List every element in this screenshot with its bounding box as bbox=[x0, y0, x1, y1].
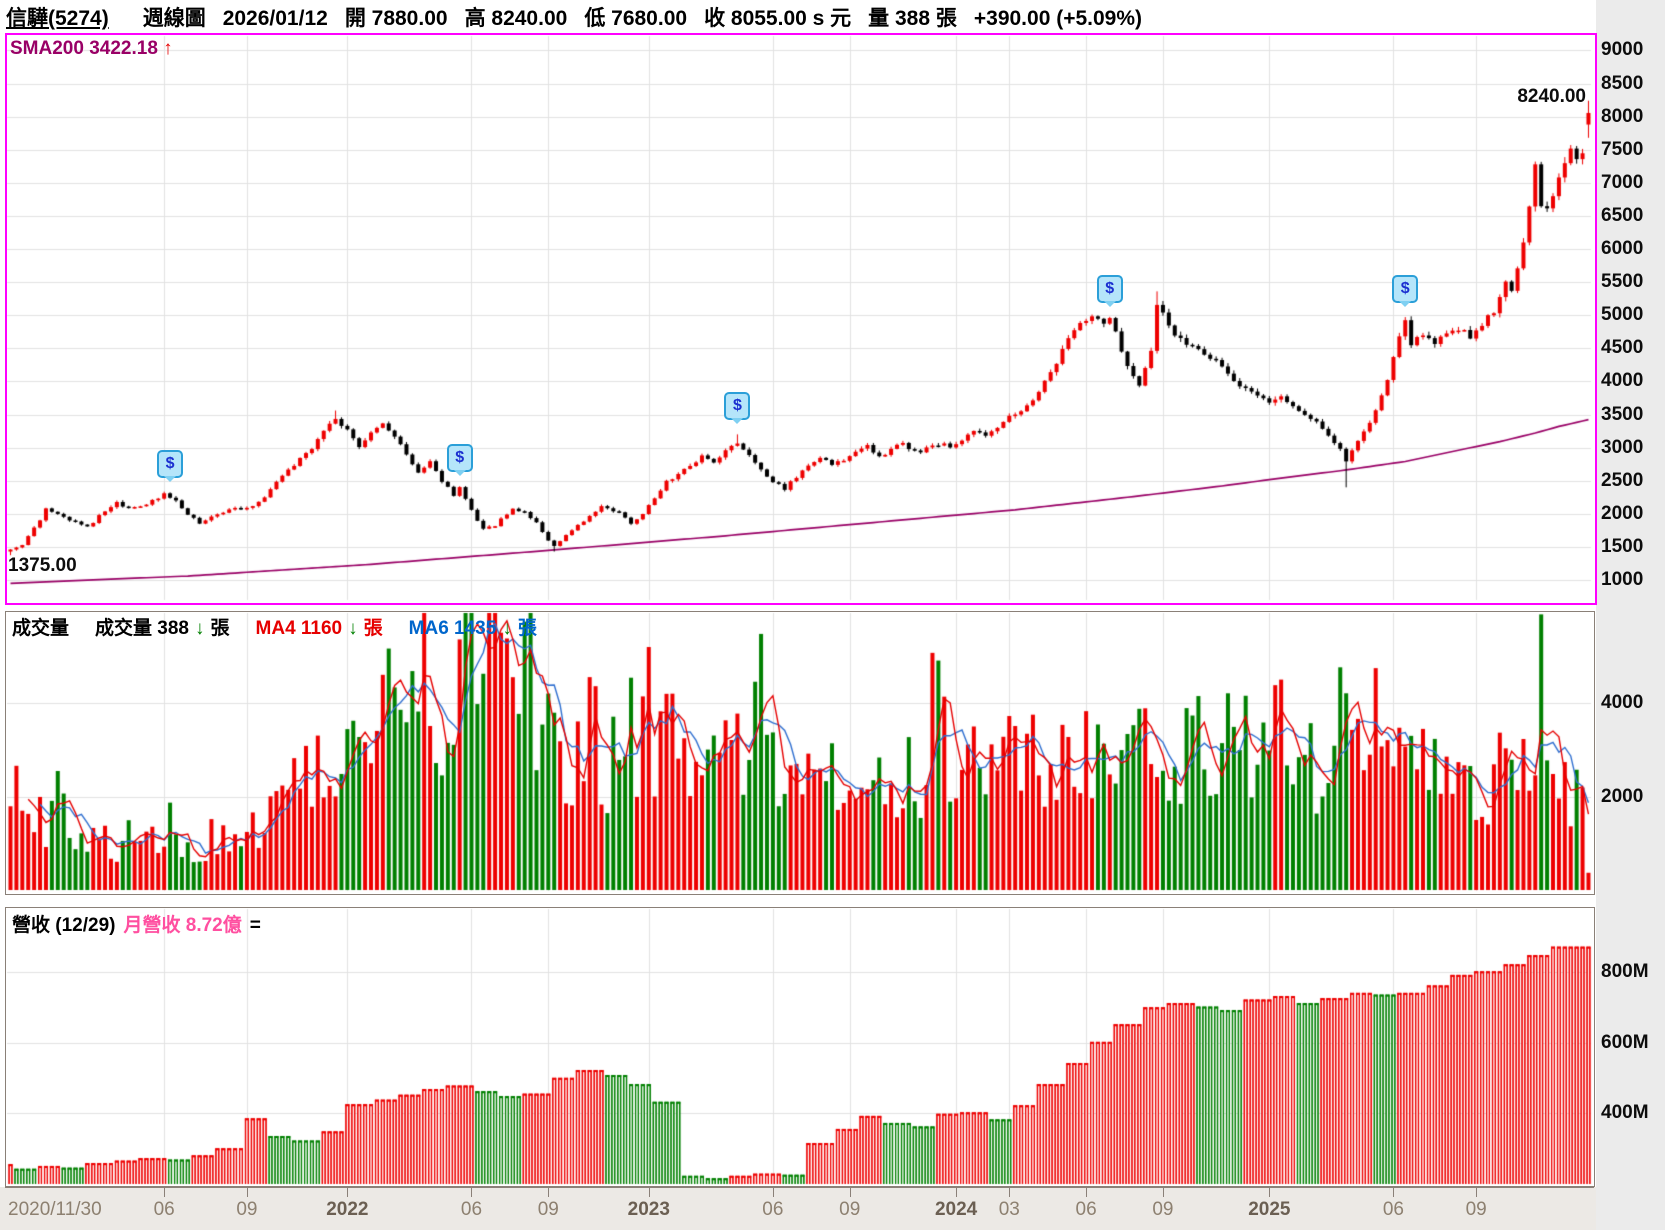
xtick-mark bbox=[246, 1188, 248, 1197]
xtick-mark bbox=[164, 1188, 166, 1197]
xtick-label-09: 09 bbox=[537, 1199, 559, 1220]
dividend-marker-icon[interactable]: $ bbox=[157, 450, 184, 483]
price-ytick-8000: 8000 bbox=[1601, 105, 1644, 127]
header-low: 低 7680.00 bbox=[584, 7, 688, 30]
xtick-label-06: 06 bbox=[1075, 1199, 1097, 1220]
volume-ytick-2000: 2000 bbox=[1601, 786, 1644, 807]
price-high-annotation: 8240.00 bbox=[1517, 86, 1586, 107]
volume-header-segment-0: 成交量 bbox=[12, 618, 70, 639]
revenue-header: 營收 (12/29) 月營收 8.72億 = bbox=[12, 910, 269, 937]
price-ytick-2500: 2500 bbox=[1601, 469, 1644, 491]
quote-header: 信驊(5274) 週線圖 2026/01/12 開 7880.00 高 8240.00 低… bbox=[6, 2, 1159, 30]
price-low-annotation: 1375.00 bbox=[8, 555, 77, 576]
sma200-label: SMA200 3422.18 ↑ bbox=[10, 38, 173, 60]
xtick-mark bbox=[1086, 1188, 1088, 1197]
price-ytick-6000: 6000 bbox=[1601, 238, 1644, 259]
price-ytick-4500: 4500 bbox=[1601, 337, 1644, 359]
dividend-marker-icon[interactable]: $ bbox=[446, 444, 473, 477]
revenue-header-segment-0: 營收 (12/29) bbox=[12, 915, 116, 936]
xtick-label-2023: 2023 bbox=[627, 1199, 670, 1220]
price-ytick-7500: 7500 bbox=[1601, 138, 1644, 160]
price-ytick-3500: 3500 bbox=[1601, 403, 1644, 425]
price-ytick-7000: 7000 bbox=[1601, 171, 1644, 193]
xtick-label-06: 06 bbox=[762, 1199, 784, 1220]
xtick-label-09: 09 bbox=[1465, 1199, 1487, 1220]
header-volume: 量 388 張 bbox=[868, 7, 957, 30]
xtick-label-2022: 2022 bbox=[326, 1199, 369, 1220]
revenue-header-segment-1: 月營收 8.72億 bbox=[123, 915, 242, 936]
xtick-label-2024: 2024 bbox=[934, 1199, 978, 1220]
header-date: 2026/01/12 bbox=[222, 7, 328, 30]
header-open: 開 7880.00 bbox=[344, 7, 448, 30]
volume-header-segment-2: ↓ bbox=[195, 618, 205, 639]
xtick-mark bbox=[347, 1188, 349, 1197]
xtick-label-06: 06 bbox=[1382, 1199, 1405, 1220]
sma200-value: SMA200 3422.18 bbox=[10, 38, 158, 59]
xtick-label-09: 09 bbox=[1152, 1199, 1174, 1220]
xtick-mark bbox=[772, 1188, 774, 1197]
price-ytick-2000: 2000 bbox=[1601, 502, 1644, 524]
header-change: +390.00 (+5.09%) bbox=[973, 7, 1142, 30]
xtick-label-2025: 2025 bbox=[1248, 1199, 1291, 1220]
header-close: 收 8055.00 s 元 bbox=[704, 7, 852, 30]
xtick-label-09: 09 bbox=[236, 1199, 258, 1220]
price-ytick-5500: 5500 bbox=[1601, 271, 1644, 293]
x-axis-line bbox=[5, 1187, 1594, 1188]
xtick-label-03: 03 bbox=[998, 1199, 1020, 1220]
price-ytick-8500: 8500 bbox=[1601, 72, 1644, 94]
price-ytick-6500: 6500 bbox=[1601, 204, 1644, 226]
xtick-mark bbox=[1162, 1188, 1164, 1197]
volume-header-segment-9: 張 bbox=[517, 618, 537, 639]
price-ytick-1500: 1500 bbox=[1601, 535, 1644, 557]
dividend-marker-icon[interactable]: $ bbox=[1096, 274, 1123, 307]
xtick-mark bbox=[1476, 1188, 1478, 1197]
revenue-header-segment-2: = bbox=[249, 915, 261, 936]
revenue-ytick-600M: 600M bbox=[1601, 1031, 1649, 1053]
volume-header-segment-5: ↓ bbox=[348, 618, 358, 639]
header-high: 高 8240.00 bbox=[464, 7, 568, 30]
volume-header: 成交量 成交量 388 ↓ 張 MA4 1160 ↓ 張 MA6 1435 ↓ 張 bbox=[12, 613, 543, 640]
xtick-label-06: 06 bbox=[153, 1199, 175, 1220]
xtick-mark bbox=[1009, 1188, 1011, 1197]
xtick-mark bbox=[648, 1188, 650, 1197]
dividend-marker-icon[interactable]: $ bbox=[1392, 275, 1419, 308]
xtick-label-2020/11/30: 2020/11/30 bbox=[8, 1199, 102, 1220]
xtick-label-09: 09 bbox=[839, 1199, 861, 1220]
volume-header-segment-6: 張 bbox=[363, 618, 383, 639]
xtick-label-06: 06 bbox=[460, 1199, 483, 1220]
xtick-mark bbox=[1269, 1188, 1271, 1197]
header-period: 週線圖 bbox=[142, 7, 206, 30]
volume-header-segment-1: 成交量 388 bbox=[95, 618, 189, 639]
xtick-mark bbox=[471, 1188, 473, 1197]
volume-header-segment-7: MA6 1435 bbox=[408, 618, 497, 639]
price-ytick-3000: 3000 bbox=[1601, 436, 1644, 458]
xtick-mark bbox=[956, 1188, 958, 1197]
xtick-mark bbox=[548, 1188, 550, 1197]
xtick-mark bbox=[849, 1188, 851, 1197]
header-symbol: 信驊(5274) bbox=[6, 7, 109, 30]
volume-header-segment-8: ↓ bbox=[502, 618, 512, 639]
price-ytick-5000: 5000 bbox=[1601, 304, 1644, 326]
revenue-ytick-800M: 800M bbox=[1601, 961, 1649, 983]
xtick-mark bbox=[1393, 1188, 1395, 1197]
revenue-ytick-400M: 400M bbox=[1601, 1102, 1649, 1124]
dividend-marker-icon[interactable]: $ bbox=[724, 392, 751, 425]
up-arrow-icon: ↑ bbox=[163, 38, 173, 59]
price-ytick-1000: 1000 bbox=[1601, 569, 1644, 590]
price-ytick-9000: 9000 bbox=[1601, 39, 1644, 61]
volume-header-segment-3: 張 bbox=[210, 618, 230, 639]
price-ytick-4000: 4000 bbox=[1601, 370, 1644, 392]
volume-header-segment-4: MA4 1160 bbox=[255, 618, 343, 639]
volume-ytick-4000: 4000 bbox=[1601, 692, 1644, 713]
